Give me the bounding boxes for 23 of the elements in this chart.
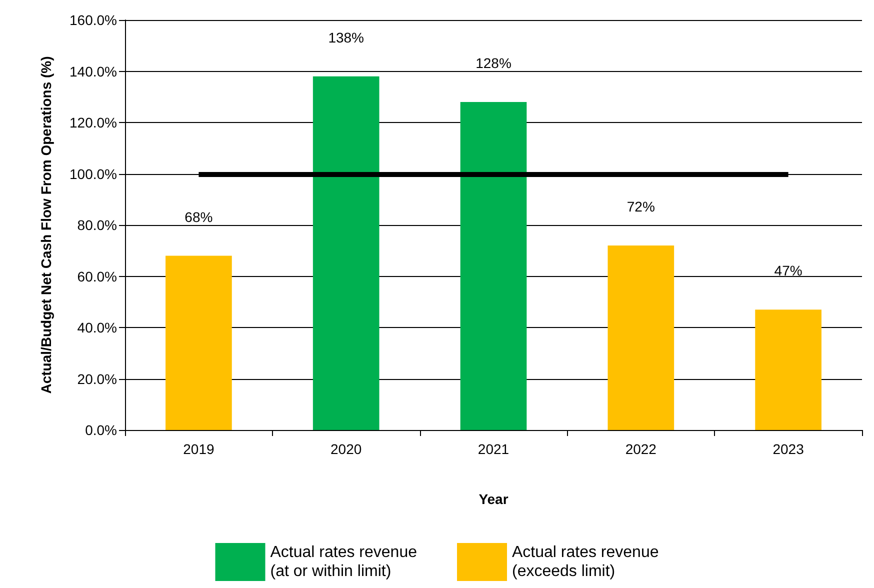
y-tick-label: 80.0%: [77, 217, 117, 233]
data-label: 72%: [626, 198, 655, 214]
y-tick-label: 140.0%: [70, 63, 117, 80]
y-tick-label: 40.0%: [77, 320, 117, 336]
y-tick-label: 120.0%: [70, 114, 117, 130]
y-tick-label: 20.0%: [77, 370, 117, 387]
legend-label: Actual rates revenue (at or within limit): [270, 544, 418, 580]
x-tick-label: 2022: [625, 441, 657, 457]
x-tick-label: 2019: [183, 441, 214, 457]
x-tick-label: 2023: [772, 441, 804, 457]
y-tick-label: 100.0%: [70, 166, 117, 182]
x-tick-label: 2021: [478, 441, 510, 457]
x-tick-label: 2020: [330, 441, 362, 457]
legend-label: Actual rates revenue (exceeds limit): [512, 544, 659, 580]
y-tick-label: 160.0%: [70, 12, 117, 28]
y-tick-label: 0.0%: [85, 422, 117, 438]
y-axis-title: Actual/Budget Net Cash Flow From Operations (%): [38, 56, 54, 394]
y-tick-label: 60.0%: [77, 268, 117, 284]
data-label: 47%: [774, 262, 802, 279]
data-label: 138%: [328, 29, 364, 46]
x-axis-title: Year: [478, 491, 509, 507]
data-label: 128%: [476, 55, 512, 71]
data-label: 68%: [184, 208, 213, 225]
